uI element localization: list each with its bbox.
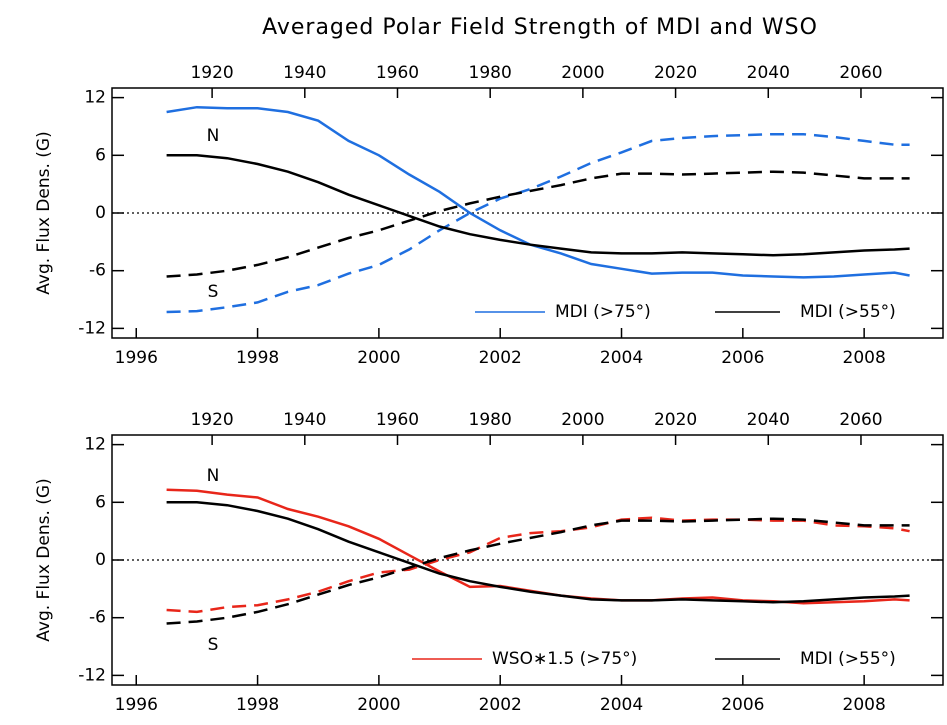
x-tick-label: 2008 xyxy=(843,695,886,715)
x2-tick-label: 1940 xyxy=(283,63,326,83)
x-tick-label: 1996 xyxy=(115,348,158,368)
x2-tick-label: 1980 xyxy=(469,410,512,430)
y-tick-label: 6 xyxy=(95,145,106,165)
x2-tick-label: 1940 xyxy=(283,410,326,430)
x2-tick-label: 1960 xyxy=(376,410,419,430)
y-tick-label: -12 xyxy=(78,318,106,338)
legend-label: MDI (>55°) xyxy=(800,302,896,322)
y-tick-label: 0 xyxy=(95,550,106,570)
x-tick-label: 2000 xyxy=(357,695,400,715)
x2-tick-label: 2000 xyxy=(561,410,604,430)
y-tick-label: -6 xyxy=(89,608,106,628)
x-tick-label: 2002 xyxy=(479,695,522,715)
y-axis-label: Avg. Flux Dens. (G) xyxy=(34,131,54,294)
legend-label: MDI (>55°) xyxy=(800,649,896,669)
series-line xyxy=(166,105,910,279)
x2-tick-label: 1920 xyxy=(190,410,233,430)
series-line xyxy=(166,132,910,314)
series-line xyxy=(166,501,910,604)
x-tick-label: 2000 xyxy=(357,348,400,368)
x-tick-label: 2004 xyxy=(600,695,643,715)
y-tick-label: 6 xyxy=(95,492,106,512)
x2-tick-label: 2040 xyxy=(747,63,790,83)
x-tick-label: 2004 xyxy=(600,348,643,368)
y-tick-label: 12 xyxy=(84,435,106,455)
x2-tick-label: 2060 xyxy=(839,63,882,83)
x2-tick-label: 2060 xyxy=(839,410,882,430)
x2-tick-label: 2040 xyxy=(747,410,790,430)
y-tick-label: -6 xyxy=(89,261,106,281)
annotation: S xyxy=(208,635,219,655)
y-tick-label: -12 xyxy=(78,665,106,685)
series-line xyxy=(166,170,910,278)
series-line xyxy=(166,488,910,605)
series-line xyxy=(166,154,910,257)
series-line xyxy=(166,517,910,625)
legend-label: WSO∗1.5 (>75°) xyxy=(492,649,637,669)
x2-tick-label: 1960 xyxy=(376,63,419,83)
x2-tick-label: 2020 xyxy=(654,63,697,83)
annotation: N xyxy=(207,126,220,146)
x-tick-label: 2002 xyxy=(479,348,522,368)
chart-title: Averaged Polar Field Strength of MDI and… xyxy=(262,15,818,40)
x2-tick-label: 2020 xyxy=(654,410,697,430)
series-line xyxy=(166,516,910,614)
x-tick-label: 2008 xyxy=(843,348,886,368)
x-tick-label: 2006 xyxy=(721,695,764,715)
x-tick-label: 1998 xyxy=(236,695,279,715)
x2-tick-label: 1920 xyxy=(190,63,233,83)
annotation: N xyxy=(207,466,220,486)
y-axis-label: Avg. Flux Dens. (G) xyxy=(34,478,54,641)
annotation: S xyxy=(208,282,219,302)
y-tick-label: 0 xyxy=(95,203,106,223)
x2-tick-label: 2000 xyxy=(561,63,604,83)
y-tick-label: 12 xyxy=(84,88,106,108)
x2-tick-label: 1980 xyxy=(469,63,512,83)
x-tick-label: 2006 xyxy=(721,348,764,368)
x-tick-label: 1996 xyxy=(115,695,158,715)
legend-label: MDI (>75°) xyxy=(555,302,651,322)
x-tick-label: 1998 xyxy=(236,348,279,368)
